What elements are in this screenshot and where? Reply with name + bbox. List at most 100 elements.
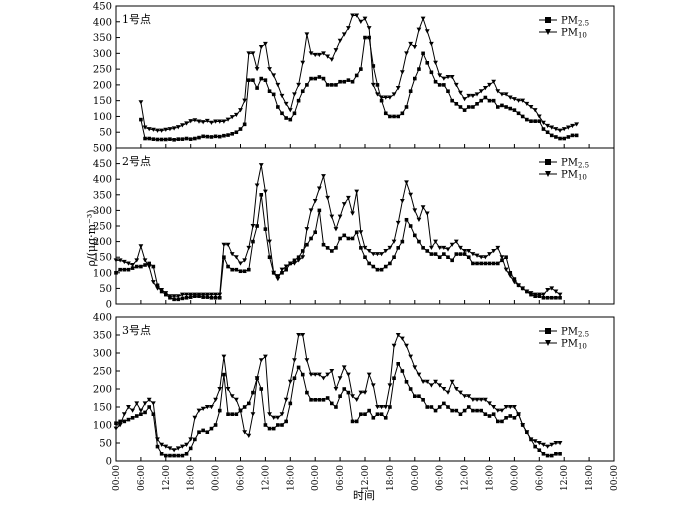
data-point-pm10 [229,115,235,120]
legend-marker-square [545,17,551,23]
data-point-pm10 [341,365,347,370]
data-point-pm25 [500,103,504,108]
data-point-pm25 [487,261,492,266]
data-point-pm25 [533,119,537,123]
data-point-pm10 [275,415,281,420]
data-point-pm10 [354,13,360,18]
data-point-pm10 [395,220,401,226]
data-point-pm25 [379,267,384,272]
data-point-pm10 [321,51,326,56]
data-point-pm25 [317,208,322,213]
y-tick-label: 100 [93,268,112,279]
data-point-pm25 [300,89,305,93]
data-point-pm25 [276,423,280,427]
data-point-pm25 [309,76,313,81]
data-point-pm25 [209,426,214,431]
data-point-pm25 [458,252,463,256]
data-point-pm25 [159,137,164,142]
data-point-pm10 [184,442,189,447]
data-point-pm25 [413,394,417,398]
data-point-pm10 [474,92,480,97]
data-point-pm10 [146,127,152,132]
data-point-pm10 [350,211,355,216]
data-point-pm10 [209,120,214,125]
data-point-pm25 [487,98,492,103]
data-point-pm10 [142,258,148,263]
data-point-pm10 [180,444,185,449]
y-tick-label: 500 [93,144,112,155]
data-point-pm10 [358,19,364,24]
data-point-pm10 [316,372,322,377]
x-tick-label: 12:00 [560,465,570,491]
data-point-pm10 [507,95,513,100]
data-point-pm25 [313,230,317,235]
data-point-pm10 [391,239,397,244]
data-point-pm25 [400,369,405,373]
data-point-pm25 [383,111,388,116]
data-point-pm10 [387,245,393,251]
data-point-pm10 [138,408,144,413]
data-point-pm25 [305,242,309,247]
data-point-pm25 [483,95,488,100]
data-point-pm25 [230,412,234,416]
data-point-pm25 [342,233,347,238]
data-point-pm25 [155,137,160,142]
data-point-pm10 [221,242,227,247]
data-point-pm25 [454,252,459,256]
data-point-pm25 [176,137,181,141]
data-point-pm10 [275,82,281,88]
data-point-pm25 [259,76,264,81]
data-point-pm10 [341,202,347,207]
data-point-pm25 [330,401,334,406]
data-point-pm25 [446,405,450,409]
data-point-pm25 [325,83,330,87]
panel-2: 0 50 100 150 200 250 300 350 400 450 500 2号点 PM2.5PM… [93,144,615,311]
data-point-pm10 [346,195,351,201]
data-point-pm10 [142,401,148,406]
data-point-pm25 [330,249,334,253]
data-point-pm10 [445,390,451,395]
data-point-pm10 [225,117,231,122]
data-point-pm25 [466,405,471,409]
data-point-pm25 [296,255,301,259]
data-point-pm25 [354,419,359,424]
data-point-pm10 [159,442,165,447]
data-point-pm10 [233,112,239,118]
data-point-pm10 [399,336,405,341]
data-point-pm25 [433,252,438,256]
data-point-pm25 [247,401,251,406]
data-point-pm25 [230,267,234,272]
data-point-pm25 [242,122,247,127]
data-point-pm25 [541,127,546,131]
data-point-pm10 [424,211,430,216]
data-point-pm25 [276,274,280,278]
data-point-pm25 [317,398,322,402]
y-tick-label: 400 [93,313,112,324]
data-point-pm10 [184,121,189,126]
data-point-pm10 [304,32,310,37]
data-point-pm10 [478,89,484,94]
data-point-pm10 [495,89,501,94]
y-tick-label: 100 [93,112,112,123]
data-point-pm25 [325,396,330,400]
data-point-pm10 [541,442,546,447]
data-point-pm25 [504,105,508,109]
data-point-pm10 [478,255,484,260]
data-point-pm25 [338,394,342,398]
data-point-pm10 [296,258,301,263]
data-point-pm10 [254,376,260,381]
data-point-pm25 [450,408,454,413]
data-point-pm25 [292,376,297,380]
data-point-pm10 [329,57,335,62]
data-point-pm25 [570,133,575,138]
data-point-pm25 [134,414,139,418]
data-point-pm10 [155,128,160,133]
data-point-pm25 [288,401,293,406]
data-point-pm25 [433,79,438,84]
data-point-pm25 [437,255,442,259]
y-tick-label: 250 [93,367,112,378]
data-point-pm10 [541,292,546,297]
legend-label: PM2.5 [561,158,589,170]
data-point-pm10 [204,292,210,297]
data-point-pm10 [283,397,289,402]
